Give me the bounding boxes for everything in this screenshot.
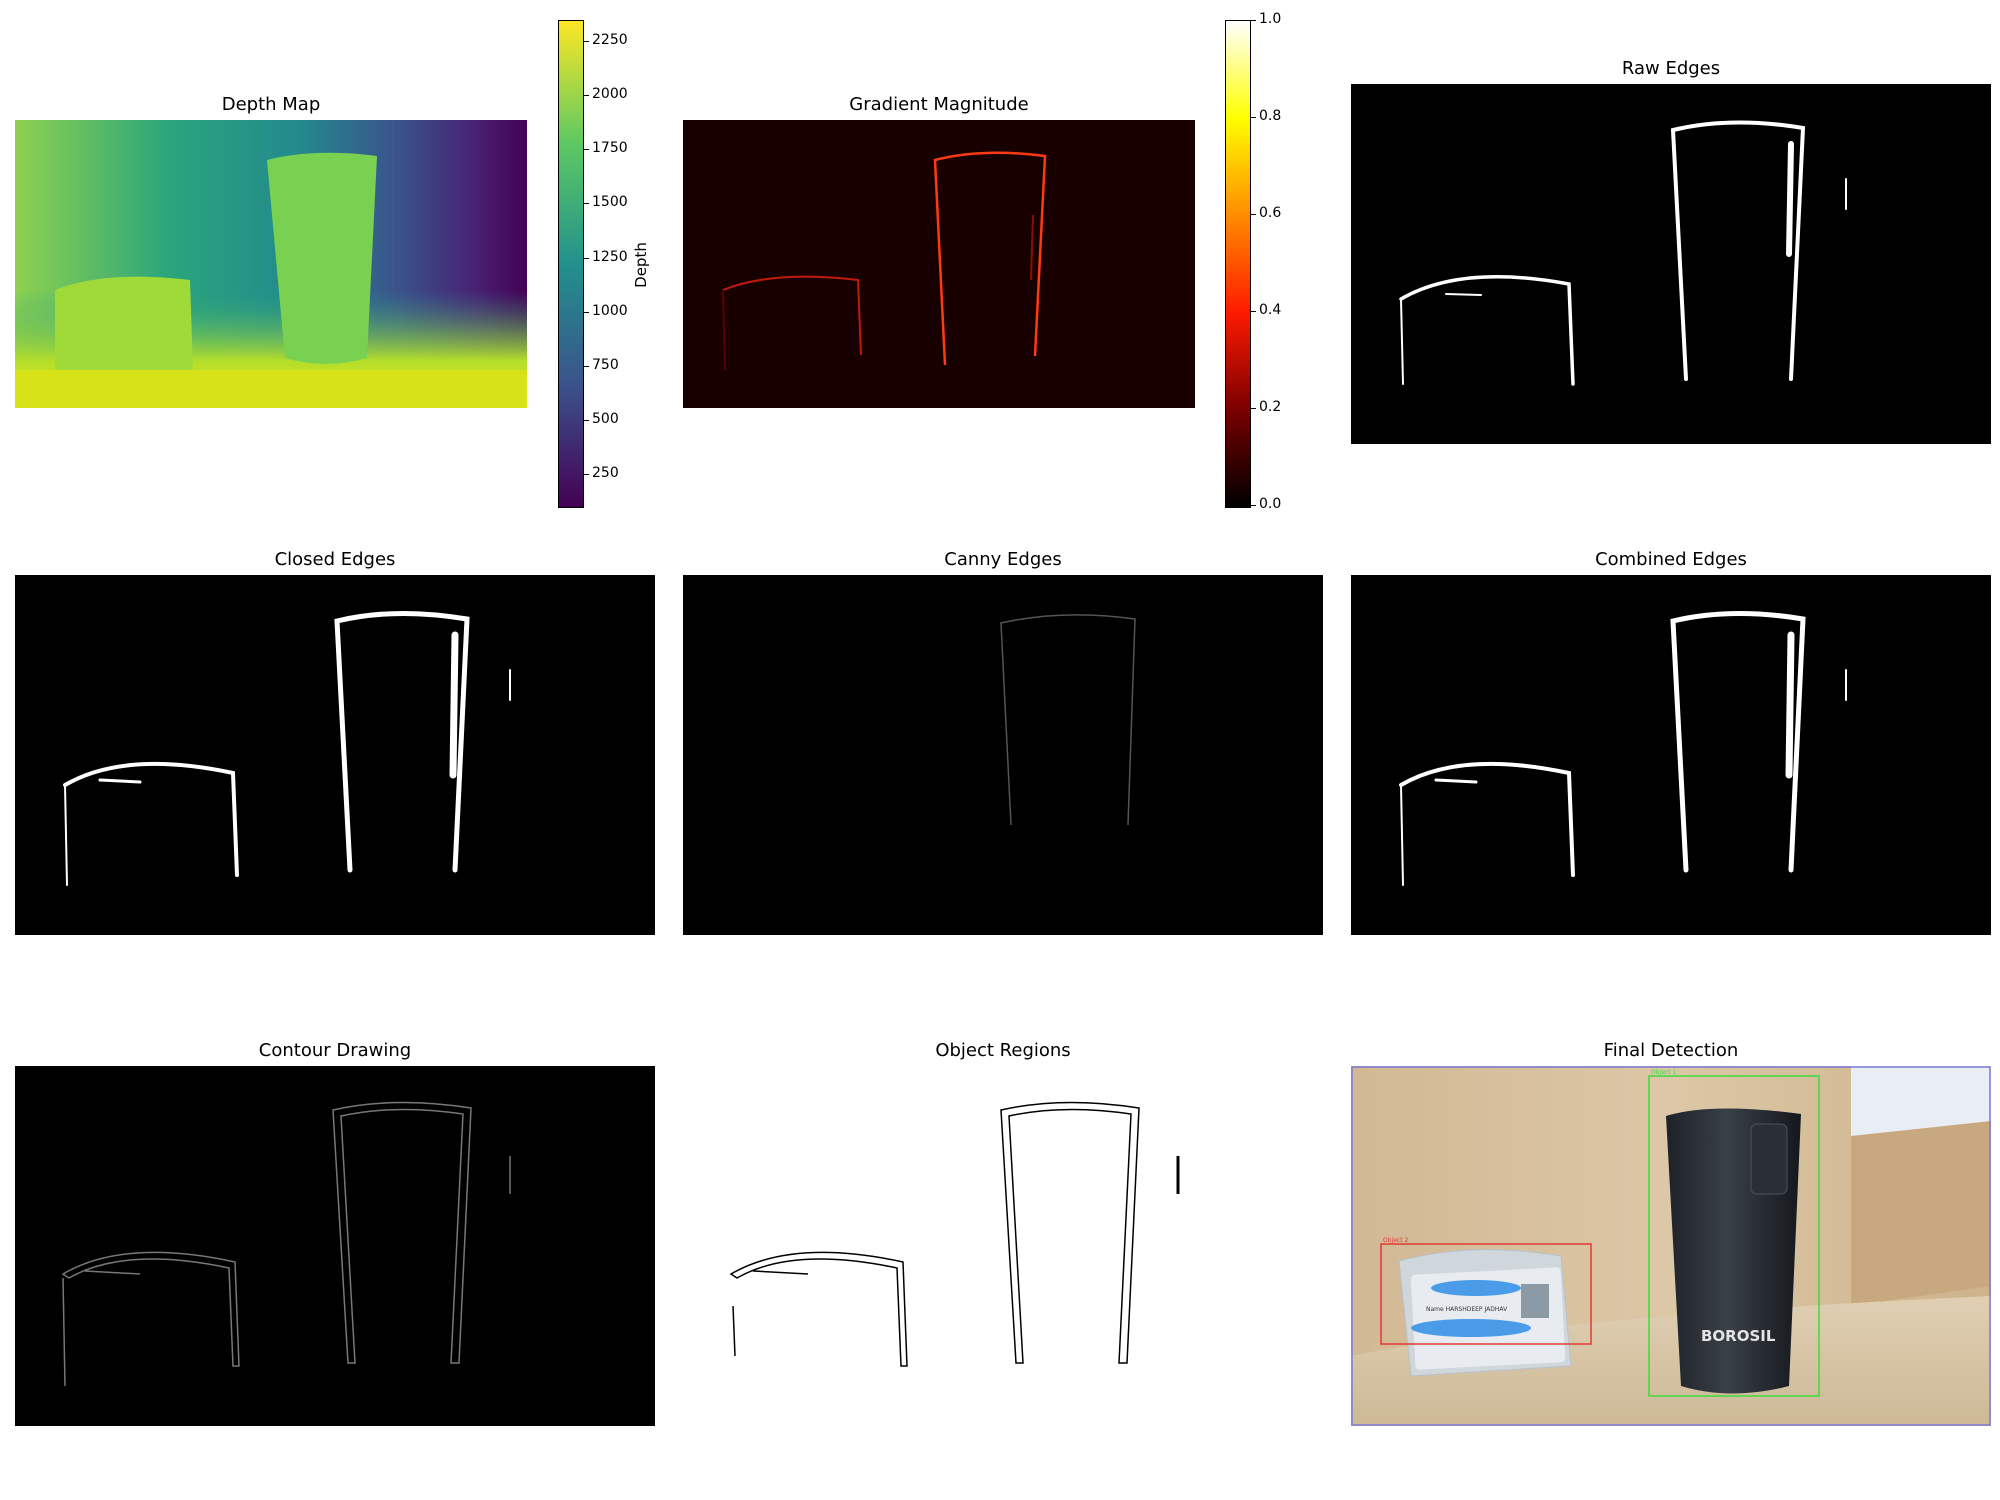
gradient-tick: 0.4	[1259, 302, 1282, 318]
closed-edges-image	[15, 575, 655, 935]
combined-edges-image	[1351, 575, 1991, 935]
depth-tick: 1000	[592, 303, 628, 319]
final-detection-title: Final Detection	[1603, 1040, 1739, 1061]
combined-edges-title: Combined Edges	[1595, 549, 1747, 570]
depth-tick: 1750	[592, 140, 628, 156]
depth-tick: 2000	[592, 86, 628, 102]
depth-tick: 1250	[592, 249, 628, 265]
object-regions-title: Object Regions	[935, 1040, 1071, 1061]
svg-text:BOROSIL: BOROSIL	[1701, 1327, 1776, 1345]
gradient-colorbar	[1225, 20, 1251, 508]
object-regions-image	[683, 1066, 1323, 1426]
canny-edges-image	[683, 575, 1323, 935]
svg-text:Object 2: Object 2	[1383, 1237, 1408, 1244]
gradient-tick: 0.0	[1259, 496, 1282, 512]
contour-drawing-image	[15, 1066, 655, 1426]
gradient-image	[683, 120, 1195, 408]
svg-text:Object 1: Object 1	[1651, 1069, 1676, 1076]
depth-map-title: Depth Map	[221, 94, 321, 115]
depth-colorbar	[558, 20, 584, 508]
canny-edges-title: Canny Edges	[944, 549, 1062, 570]
depth-tick: 2250	[592, 32, 628, 48]
depth-tick: 250	[592, 465, 619, 481]
contour-drawing-title: Contour Drawing	[258, 1040, 412, 1061]
closed-edges-title: Closed Edges	[274, 549, 396, 570]
final-detection-image: Name HARSHDEEP JADHAV BOROSIL Object 1 O…	[1351, 1066, 1991, 1426]
raw-edges-title: Raw Edges	[1621, 58, 1721, 79]
gradient-tick: 0.8	[1259, 108, 1282, 124]
depth-map-image	[15, 120, 527, 408]
svg-text:Name HARSHDEEP JADHAV: Name HARSHDEEP JADHAV	[1426, 1306, 1508, 1313]
gradient-tick: 0.6	[1259, 205, 1282, 221]
gradient-tick: 0.2	[1259, 399, 1282, 415]
depth-tick: 750	[592, 357, 619, 373]
gradient-title: Gradient Magnitude	[849, 94, 1029, 115]
depth-colorbar-label: Depth	[631, 242, 650, 288]
depth-tick: 500	[592, 411, 619, 427]
gradient-tick: 1.0	[1259, 11, 1282, 27]
raw-edges-image	[1351, 84, 1991, 444]
depth-tick: 1500	[592, 194, 628, 210]
